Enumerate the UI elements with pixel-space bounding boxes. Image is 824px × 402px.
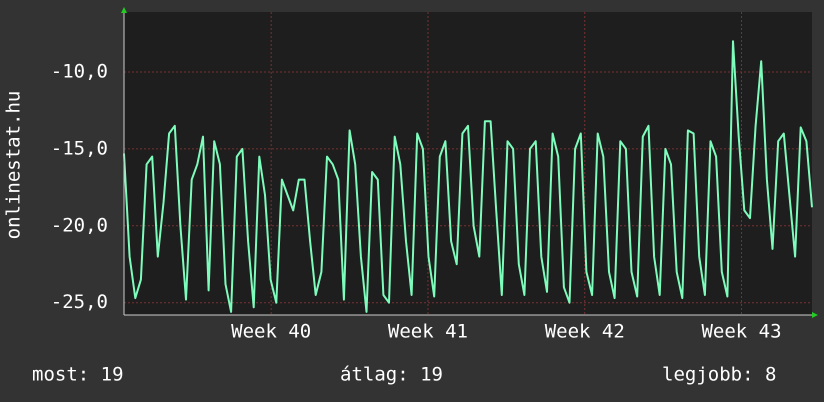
footer-best: legjobb: 8: [662, 364, 776, 386]
plot-layer: [123, 12, 813, 315]
data-line: [123, 40, 813, 313]
y-tick-label: -15,0: [51, 137, 108, 159]
y-axis-label: onlinestat.hu: [3, 91, 25, 240]
y-arrow: [121, 7, 127, 13]
y-tick-label: -10,0: [51, 60, 108, 82]
plot-area: [124, 12, 812, 315]
footer-average: átlag: 19: [340, 364, 443, 386]
footer-current: most: 19: [32, 364, 124, 386]
y-tick-label: -25,0: [51, 291, 108, 313]
x-tick-label: Week 42: [545, 321, 625, 343]
x-tick-label: Week 40: [231, 321, 311, 343]
x-arrow: [812, 312, 818, 318]
x-tick-label: Week 41: [388, 321, 468, 343]
y-tick-label: -20,0: [51, 214, 108, 236]
x-tick-label: Week 43: [701, 321, 781, 343]
